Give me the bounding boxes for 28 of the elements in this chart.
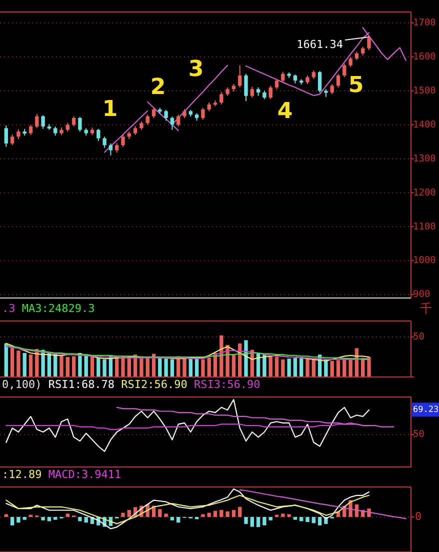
text: RSI1:68.78 [48,378,115,392]
annotation: 1661.34 [296,38,344,52]
y-tick-label: 1100 [413,221,436,232]
y-axis-title: 千 [420,301,432,316]
annotation: 1 [102,97,118,122]
y-tick-label: 1600 [413,51,436,62]
y-tick-label: 1400 [413,119,436,130]
ref-line-label: 0 [415,510,422,523]
annotation: 3 [188,57,204,82]
y-tick-label: 1200 [413,187,436,198]
text: .3 [2,302,16,316]
chart-title: 0,100) [2,378,42,392]
annotation: 4 [277,99,293,124]
text: MA3:24829.3 [22,302,95,316]
text: RSI3:56.90 [194,378,260,392]
annotation: 5 [348,73,364,98]
y-tick-label: 1700 [413,17,436,28]
annotation: 2 [150,75,166,100]
legend-label: RSI2:56.90 [121,378,188,392]
y-tick-label: 69.23 [413,404,439,415]
series-label: :12.89 [2,468,42,482]
text: MACD:3.9411 [48,468,122,482]
y-tick-label: 50 [413,332,425,343]
y-tick-label: 900 [413,289,430,300]
y-tick-label: 1500 [413,85,436,96]
y-tick-label: 50 [413,429,425,440]
y-tick-label: 1300 [413,153,436,164]
y-tick-label: 1000 [413,255,436,266]
